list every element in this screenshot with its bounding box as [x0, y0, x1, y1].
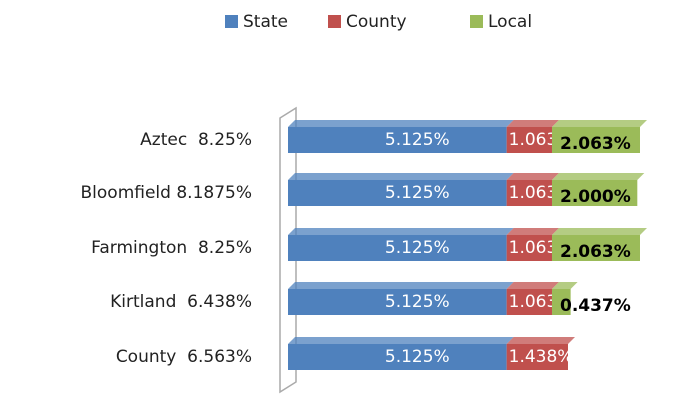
bar-segment — [506, 228, 559, 261]
category-label: Farmington 8.25% — [91, 238, 252, 258]
bar-face — [288, 180, 507, 206]
legend-swatch — [328, 15, 341, 28]
bar-top — [506, 228, 559, 235]
bar-top — [506, 173, 559, 180]
legend-label: County — [346, 12, 407, 32]
bar-segment — [506, 120, 559, 153]
data-label: 5.125% — [385, 130, 450, 150]
bar-top — [288, 282, 514, 289]
data-label: 5.125% — [385, 347, 450, 367]
data-label: 1.438% — [509, 347, 574, 367]
data-label: 5.125% — [385, 238, 450, 258]
back-wall — [279, 106, 297, 394]
bar-face — [288, 344, 507, 370]
bar-face — [551, 235, 640, 261]
bar-segment — [288, 120, 514, 153]
bar-face — [551, 289, 571, 315]
bar-top — [551, 173, 645, 180]
bar-face — [551, 180, 638, 206]
bar-top — [551, 228, 647, 235]
legend-label: Local — [488, 12, 532, 32]
bar-segment — [551, 120, 647, 153]
data-label: 2.000% — [560, 187, 631, 207]
data-label: 0.437% — [560, 296, 631, 316]
bar-face — [506, 180, 552, 206]
bar-face — [288, 289, 507, 315]
bar-face — [288, 127, 507, 153]
bar-face — [506, 235, 552, 261]
bar-top — [288, 337, 514, 344]
data-label: 5.125% — [385, 292, 450, 312]
category-label: County 6.563% — [116, 347, 252, 367]
bar-top — [506, 337, 575, 344]
bar-face — [506, 289, 552, 315]
legend-label: State — [243, 12, 288, 32]
data-label: 5.125% — [385, 183, 450, 203]
bar-segment — [288, 173, 514, 206]
legend-swatch — [225, 15, 238, 28]
bar-face — [288, 235, 507, 261]
data-label: 2.063% — [560, 134, 631, 154]
bar-segment — [551, 228, 647, 261]
bar-top — [288, 173, 514, 180]
bar-segment — [288, 282, 514, 315]
bar-top — [506, 120, 559, 127]
bar-top — [506, 282, 559, 289]
bar-segment — [551, 282, 578, 315]
bar-top — [288, 228, 514, 235]
bar-face — [506, 127, 552, 153]
bar-segment — [506, 282, 559, 315]
bar-face — [506, 344, 568, 370]
data-label: 2.063% — [560, 242, 631, 262]
category-label: Aztec 8.25% — [140, 130, 252, 150]
legend-swatch — [470, 15, 483, 28]
category-label: Kirtland 6.438% — [110, 292, 252, 312]
category-label: Bloomfield 8.1875% — [81, 183, 252, 203]
bar-segment — [506, 173, 559, 206]
bar-segment — [506, 337, 575, 370]
bar-face — [551, 127, 640, 153]
bar-top — [288, 120, 514, 127]
bar-segment — [288, 228, 514, 261]
bar-top — [551, 120, 647, 127]
bar-top — [551, 282, 578, 289]
bar-segment — [288, 337, 514, 370]
bar-segment — [551, 173, 645, 206]
